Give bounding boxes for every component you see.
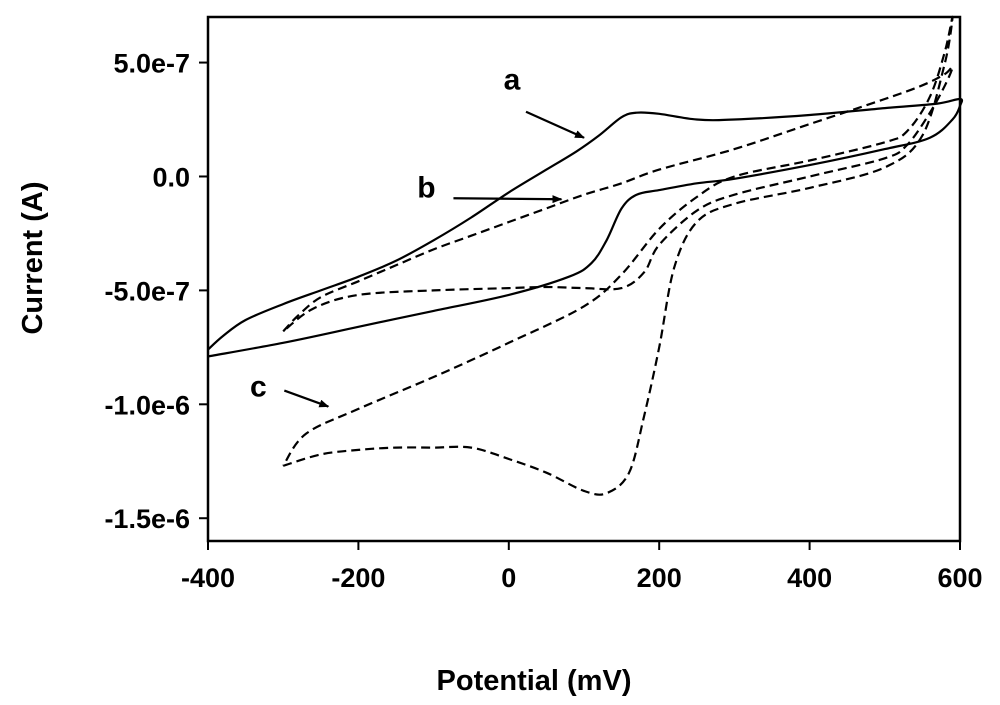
series-a-line	[207, 97, 964, 358]
x-tick-label: 200	[637, 563, 682, 593]
y-tick-label: 0.0	[152, 162, 190, 192]
y-tick-label: -1.5e-6	[104, 504, 190, 534]
x-tick-label: -200	[331, 563, 385, 593]
curves-layer	[207, 15, 964, 496]
x-tick-label: 0	[501, 563, 516, 593]
curve-label-a: a	[504, 64, 521, 97]
curve-label-b: b	[417, 171, 435, 204]
annotation-arrow-a	[525, 110, 585, 139]
y-tick-label: -1.0e-6	[104, 390, 190, 420]
x-axis-title: Potential (mV)	[437, 665, 632, 697]
plot-frame	[206, 15, 962, 543]
y-tick-label: 5.0e-7	[113, 49, 190, 79]
series-c-line	[282, 15, 954, 496]
x-tick-label: -400	[181, 563, 235, 593]
annotations-layer: a b c	[250, 64, 585, 408]
series-b-line	[282, 65, 954, 333]
x-tick-label: 400	[787, 563, 832, 593]
curve-label-c: c	[250, 371, 267, 404]
annotation-arrow-c	[283, 389, 330, 408]
y-tick-label: -5.0e-7	[104, 276, 190, 306]
y-axis-title: Current (A)	[17, 181, 49, 334]
ticks-layer: -400 -200 0 200 400 600 5.0e-7 0.0 -5.0e-7 -1.0e-…	[104, 49, 982, 593]
x-tick-label: 600	[937, 563, 982, 593]
annotation-arrow-b	[453, 195, 563, 204]
